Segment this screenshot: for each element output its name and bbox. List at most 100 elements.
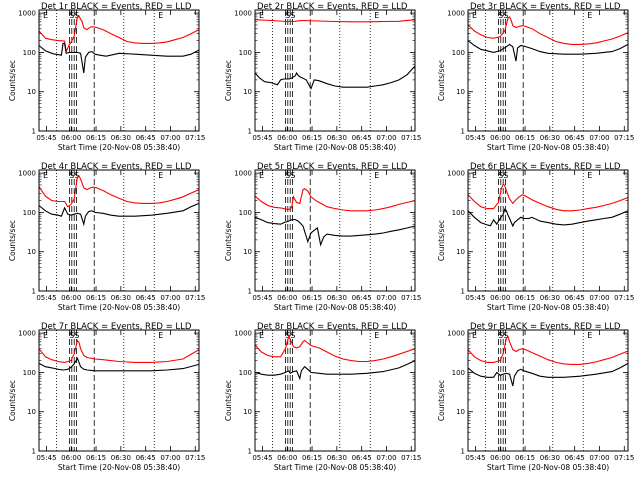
- x-tick-label: 06:30: [111, 134, 131, 142]
- events-series-line: [254, 65, 416, 90]
- x-tick-label: 05:45: [465, 454, 485, 462]
- y-tick-label: 100: [239, 49, 252, 57]
- x-tick-label: 06:15: [86, 134, 106, 142]
- plot-frame: [254, 9, 416, 132]
- x-tick-label: 06:15: [515, 454, 535, 462]
- x-tick-label: 07:15: [614, 294, 634, 302]
- x-tick-label: 06:15: [86, 294, 106, 302]
- x-axis-title: Start Time (20-Nov-08 05:38:40): [274, 143, 396, 152]
- detector-panel-6: Det 6r BLACK = Events, RED = LLD 1 10 100 10…: [437, 162, 634, 312]
- x-tick-label: 07:15: [185, 454, 205, 462]
- x-tick-label: 06:45: [565, 294, 585, 302]
- marker-label: E: [472, 11, 477, 20]
- x-tick-label: 06:45: [352, 294, 372, 302]
- panel-title: Det 9r BLACK = Events, RED = LLD: [470, 322, 621, 332]
- lld-series-line: [254, 188, 416, 212]
- x-tick-label: 07:00: [376, 134, 396, 142]
- x-tick-label: 07:15: [185, 294, 205, 302]
- panel-title: Det 1r BLACK = Events, RED = LLD: [41, 2, 192, 12]
- y-axis-title: Counts/sec: [8, 380, 17, 421]
- y-tick-label: 100: [452, 209, 465, 217]
- x-tick-label: 05:45: [465, 294, 485, 302]
- x-axis-title: Start Time (20-Nov-08 05:38:40): [274, 463, 396, 472]
- y-tick-label: 10: [27, 408, 36, 416]
- x-tick-label: 06:00: [277, 454, 297, 462]
- x-tick-label: 06:00: [61, 294, 81, 302]
- y-tick-label: 100: [23, 49, 36, 57]
- x-tick-label: 06:45: [136, 134, 156, 142]
- y-tick-label: 1: [32, 288, 36, 296]
- y-tick-label: 1: [248, 128, 252, 136]
- x-tick-label: 06:30: [540, 454, 560, 462]
- y-tick-label: 10: [243, 248, 252, 256]
- y-tick-label: 100: [23, 209, 36, 217]
- y-tick-label: 1000: [18, 10, 36, 18]
- x-axis-title: Start Time (20-Nov-08 05:38:40): [487, 463, 609, 472]
- x-tick-label: 06:30: [540, 294, 560, 302]
- x-tick-label: 06:15: [302, 454, 322, 462]
- y-tick-label: 10: [27, 88, 36, 96]
- y-tick-label: 100: [23, 369, 36, 377]
- marker-label: E: [158, 331, 163, 340]
- x-tick-label: 06:30: [327, 134, 347, 142]
- events-series-line: [467, 362, 629, 387]
- y-tick-label: 1000: [447, 10, 465, 18]
- x-tick-label: 06:45: [565, 134, 585, 142]
- x-tick-label: 05:45: [36, 134, 56, 142]
- x-axis-title: Start Time (20-Nov-08 05:38:40): [487, 143, 609, 152]
- x-tick-label: 06:15: [302, 294, 322, 302]
- y-tick-label: 10: [27, 248, 36, 256]
- y-tick-label: 1: [461, 128, 465, 136]
- detector-panel-1: Det 1r BLACK = Events, RED = LLD 1 10 100 10…: [8, 2, 205, 152]
- x-tick-label: 05:45: [465, 134, 485, 142]
- marker-label: E: [587, 331, 592, 340]
- y-tick-label: 1: [248, 288, 252, 296]
- x-tick-label: 07:15: [401, 454, 421, 462]
- marker-label: SS: [69, 171, 79, 180]
- y-tick-label: 1000: [18, 330, 36, 338]
- x-tick-label: 06:45: [136, 294, 156, 302]
- panel-title: Det 8r BLACK = Events, RED = LLD: [257, 322, 408, 332]
- x-tick-label: 06:00: [490, 454, 510, 462]
- detector-panel-7: Det 7r BLACK = Events, RED = LLD 1 10 100 10…: [8, 322, 205, 472]
- marker-label: E: [374, 331, 379, 340]
- y-axis-title: Counts/sec: [224, 60, 233, 101]
- marker-label: SS: [69, 11, 79, 20]
- x-tick-label: 06:30: [111, 294, 131, 302]
- x-axis-title: Start Time (20-Nov-08 05:38:40): [58, 143, 180, 152]
- marker-label: E: [374, 11, 379, 20]
- marker-label: E: [587, 171, 592, 180]
- y-tick-label: 1: [248, 448, 252, 456]
- y-tick-label: 10: [456, 88, 465, 96]
- marker-label: SS: [498, 11, 508, 20]
- y-tick-label: 100: [452, 369, 465, 377]
- events-series-line: [254, 216, 416, 247]
- detector-panel-3: Det 3r BLACK = Events, RED = LLD 1 10 100 10…: [437, 2, 634, 152]
- plot-frame: [38, 329, 200, 452]
- x-tick-label: 07:15: [614, 134, 634, 142]
- panel-title: Det 3r BLACK = Events, RED = LLD: [470, 2, 621, 12]
- plot-frame: [254, 169, 416, 292]
- x-axis-title: Start Time (20-Nov-08 05:38:40): [58, 463, 180, 472]
- marker-label: E: [472, 331, 477, 340]
- x-tick-label: 07:15: [401, 294, 421, 302]
- x-tick-label: 06:45: [136, 454, 156, 462]
- events-series-line: [38, 42, 200, 74]
- events-series-line: [38, 356, 200, 372]
- lld-series-line: [254, 19, 416, 23]
- x-axis-title: Start Time (20-Nov-08 05:38:40): [274, 303, 396, 312]
- panel-title: Det 7r BLACK = Events, RED = LLD: [41, 322, 192, 332]
- x-tick-label: 06:15: [515, 134, 535, 142]
- lld-series-line: [38, 339, 200, 363]
- y-tick-label: 1000: [447, 170, 465, 178]
- lld-series-line: [467, 16, 629, 45]
- y-tick-label: 100: [239, 369, 252, 377]
- x-tick-label: 07:00: [589, 294, 609, 302]
- marker-label: SS: [285, 171, 295, 180]
- x-tick-label: 06:45: [352, 454, 372, 462]
- x-tick-label: 06:45: [352, 134, 372, 142]
- x-axis-title: Start Time (20-Nov-08 05:38:40): [58, 303, 180, 312]
- lld-series-line: [467, 183, 629, 212]
- y-axis-title: Counts/sec: [437, 380, 446, 421]
